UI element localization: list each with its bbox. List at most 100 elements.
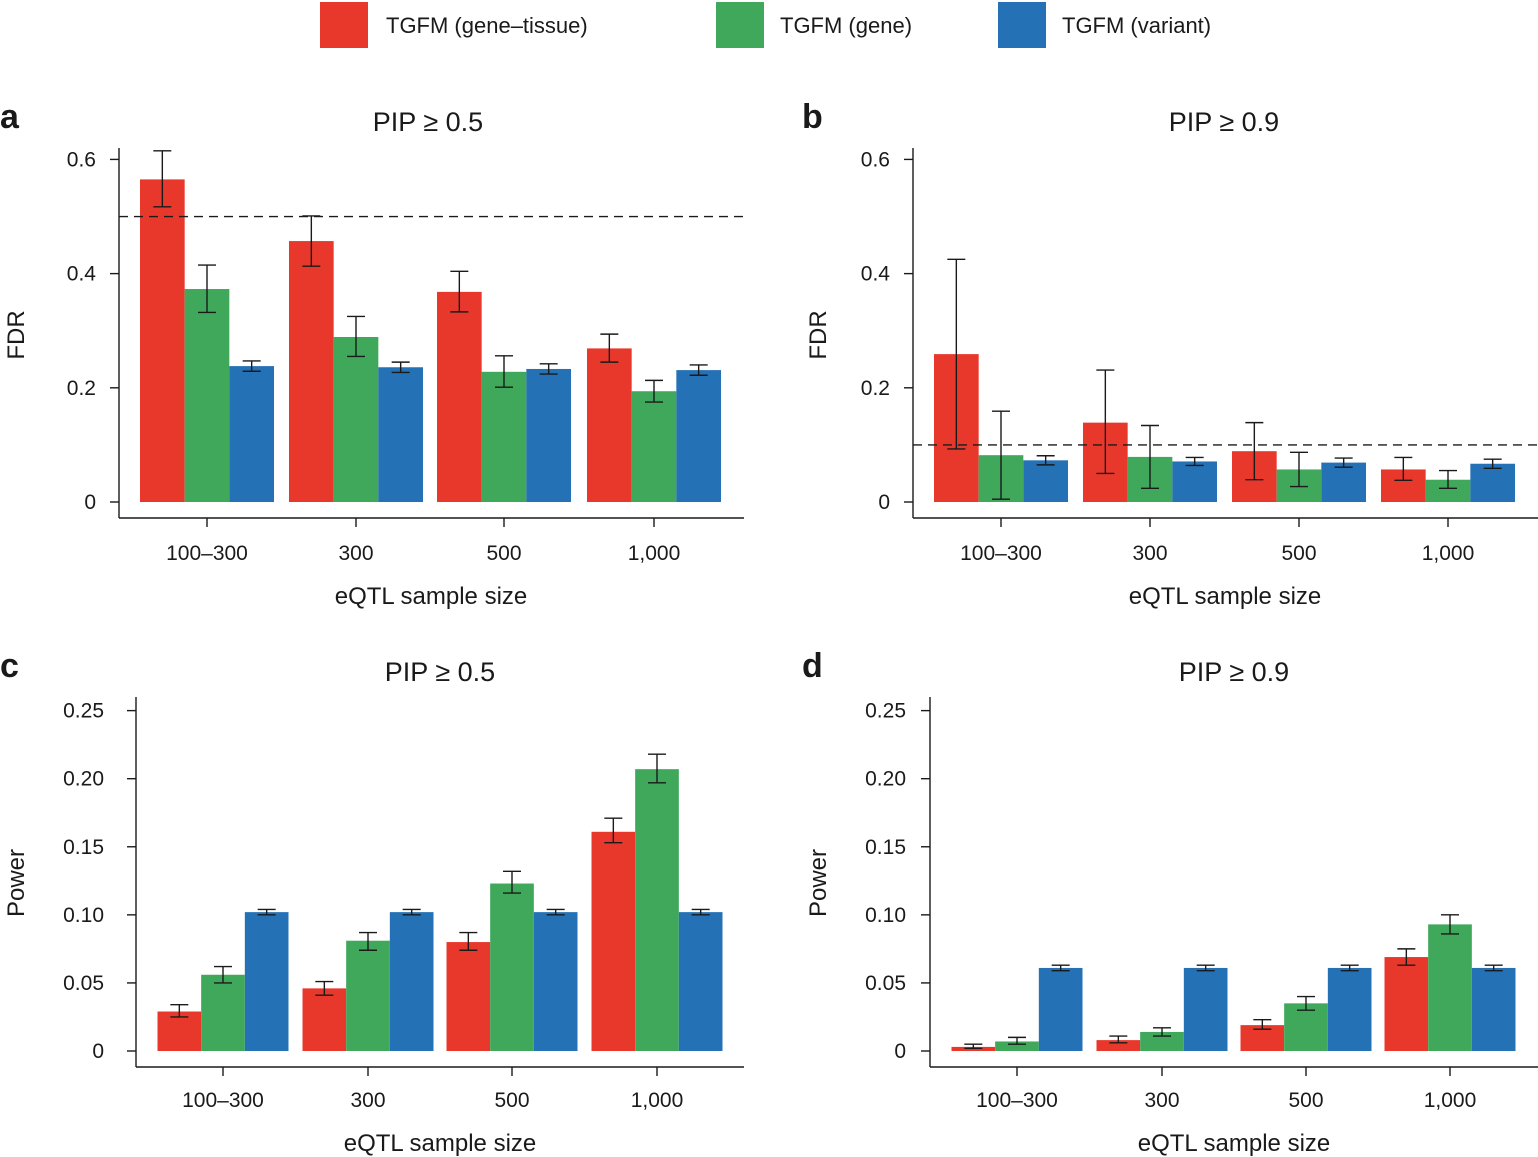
legend-label-gene-tissue: TGFM (gene–tissue) xyxy=(386,13,588,38)
legend-swatch-gene-tissue xyxy=(320,2,368,48)
bar-tgfm-variant-300 xyxy=(378,367,423,502)
x-axis-label: eQTL sample size xyxy=(1129,583,1322,610)
y-tick-label: 0 xyxy=(92,1040,104,1063)
bar-tgfm-gene-1-000 xyxy=(1425,479,1471,502)
panel-title: PIP ≥ 0.9 xyxy=(1169,107,1279,137)
bar-tgfm-gene-1-000 xyxy=(635,769,679,1051)
y-tick-label: 0.25 xyxy=(63,700,104,723)
bar-tgfm-gene-1-000 xyxy=(631,391,677,502)
y-axis-label: Power xyxy=(805,849,832,917)
x-tick-label: 300 xyxy=(1144,1089,1179,1112)
bar-tgfm-gene-300 xyxy=(346,940,390,1051)
panel-d: d PIP ≥ 0.9 Power eQTL sample size 0 0.05 0.10… xyxy=(802,647,1538,1157)
y-tick-label: 0 xyxy=(878,491,890,514)
y-tick-label: 0.15 xyxy=(865,836,906,859)
y-axis-label: FDR xyxy=(805,310,832,359)
bar-tgfm-gene-500 xyxy=(490,883,534,1051)
legend-swatch-variant xyxy=(998,2,1046,48)
y-tick-label: 0.20 xyxy=(63,768,104,791)
x-tick-label: 100–300 xyxy=(960,542,1042,565)
bar-tgfm-variant-500 xyxy=(1327,967,1372,1051)
panel-title: PIP ≥ 0.5 xyxy=(385,657,495,687)
y-tick-label: 0.2 xyxy=(861,377,890,400)
panel-title: PIP ≥ 0.9 xyxy=(1179,657,1289,687)
bar-tgfm-variant-100-300 xyxy=(229,366,274,502)
bar-tgfm-gene-tissue-1-000 xyxy=(1384,957,1429,1051)
bar-tgfm-variant-500 xyxy=(526,368,571,502)
x-tick-label: 1,000 xyxy=(1424,1089,1477,1112)
bar-tgfm-variant-300 xyxy=(1183,967,1228,1051)
bar-tgfm-variant-1-000 xyxy=(1471,967,1516,1051)
bar-tgfm-gene-tissue-500 xyxy=(446,942,491,1051)
bar-tgfm-gene-tissue-100-300 xyxy=(140,179,185,502)
bar-tgfm-gene-tissue-100-300 xyxy=(157,1011,202,1051)
x-axis-label: eQTL sample size xyxy=(344,1130,537,1157)
x-tick-label: 500 xyxy=(486,542,521,565)
y-tick-label: 0.4 xyxy=(861,263,891,286)
bar-tgfm-variant-100-300 xyxy=(244,912,289,1051)
y-tick-label: 0.25 xyxy=(865,700,906,723)
x-tick-label: 300 xyxy=(338,542,373,565)
y-tick-label: 0.05 xyxy=(865,972,906,995)
x-tick-label: 100–300 xyxy=(166,542,248,565)
panel-letter: a xyxy=(0,98,20,136)
legend: TGFM (gene–tissue) TGFM (gene) TGFM (var… xyxy=(320,2,1211,48)
x-tick-label: 1,000 xyxy=(628,542,681,565)
y-tick-label: 0.20 xyxy=(865,768,906,791)
y-tick-label: 0.10 xyxy=(63,904,104,927)
x-tick-label: 1,000 xyxy=(631,1089,684,1112)
bar-tgfm-variant-300 xyxy=(1172,461,1217,502)
bar-tgfm-variant-500 xyxy=(533,912,578,1051)
legend-swatch-gene xyxy=(716,2,764,48)
bar-tgfm-variant-300 xyxy=(389,912,434,1051)
x-tick-label: 1,000 xyxy=(1422,542,1475,565)
x-axis-label: eQTL sample size xyxy=(335,583,528,610)
panels: a PIP ≥ 0.5 FDR eQTL sample size 0 0.2 0.4 0.6 1… xyxy=(0,98,1538,1157)
panel-title: PIP ≥ 0.5 xyxy=(373,107,483,137)
y-tick-label: 0.2 xyxy=(67,377,96,400)
panel-letter: b xyxy=(802,98,823,136)
y-tick-label: 0.05 xyxy=(63,972,104,995)
y-tick-label: 0 xyxy=(84,491,96,514)
x-axis-label: eQTL sample size xyxy=(1138,1130,1331,1157)
x-tick-label: 100–300 xyxy=(976,1089,1058,1112)
panel-b: b PIP ≥ 0.9 FDR eQTL sample size 0 0.2 0.4 0.6 1… xyxy=(802,98,1538,610)
bar-tgfm-variant-1-000 xyxy=(1470,463,1515,502)
bar-tgfm-variant-1-000 xyxy=(678,912,723,1051)
bar-tgfm-variant-100-300 xyxy=(1038,967,1083,1051)
x-tick-label: 500 xyxy=(1288,1089,1323,1112)
x-tick-label: 300 xyxy=(1132,542,1167,565)
y-tick-label: 0.6 xyxy=(861,148,890,171)
bar-tgfm-gene-300 xyxy=(333,336,379,502)
bar-tgfm-gene-100-300 xyxy=(201,974,245,1051)
y-tick-label: 0.6 xyxy=(67,148,96,171)
panel-letter: d xyxy=(802,647,823,685)
y-axis-label: Power xyxy=(3,849,30,917)
bar-tgfm-gene-tissue-500 xyxy=(437,291,482,502)
panel-c: c PIP ≥ 0.5 Power eQTL sample size 0 0.05 0.10… xyxy=(0,647,744,1157)
bar-tgfm-gene-tissue-300 xyxy=(289,241,334,502)
legend-label-gene: TGFM (gene) xyxy=(780,13,912,38)
y-tick-label: 0 xyxy=(894,1040,906,1063)
x-tick-label: 500 xyxy=(494,1089,529,1112)
bar-tgfm-gene-tissue-300 xyxy=(1096,1040,1141,1051)
x-tick-label: 500 xyxy=(1281,542,1316,565)
panel-a: a PIP ≥ 0.5 FDR eQTL sample size 0 0.2 0.4 0.6 1… xyxy=(0,98,744,610)
bar-tgfm-variant-100-300 xyxy=(1023,460,1068,502)
y-axis-label: FDR xyxy=(3,310,30,359)
y-tick-label: 0.4 xyxy=(67,263,97,286)
bar-tgfm-gene-300 xyxy=(1140,1031,1184,1051)
y-tick-label: 0.10 xyxy=(865,904,906,927)
x-tick-label: 300 xyxy=(350,1089,385,1112)
bar-tgfm-gene-500 xyxy=(481,371,527,502)
bar-tgfm-variant-500 xyxy=(1321,462,1366,502)
bar-tgfm-gene-1-000 xyxy=(1428,924,1472,1051)
bar-tgfm-gene-100-300 xyxy=(995,1041,1039,1051)
bar-tgfm-gene-100-300 xyxy=(184,289,230,502)
y-tick-label: 0.15 xyxy=(63,836,104,859)
bar-tgfm-gene-tissue-1-000 xyxy=(587,348,632,502)
bar-tgfm-gene-tissue-300 xyxy=(302,988,347,1051)
bar-tgfm-variant-1-000 xyxy=(676,370,721,502)
x-tick-label: 100–300 xyxy=(182,1089,264,1112)
